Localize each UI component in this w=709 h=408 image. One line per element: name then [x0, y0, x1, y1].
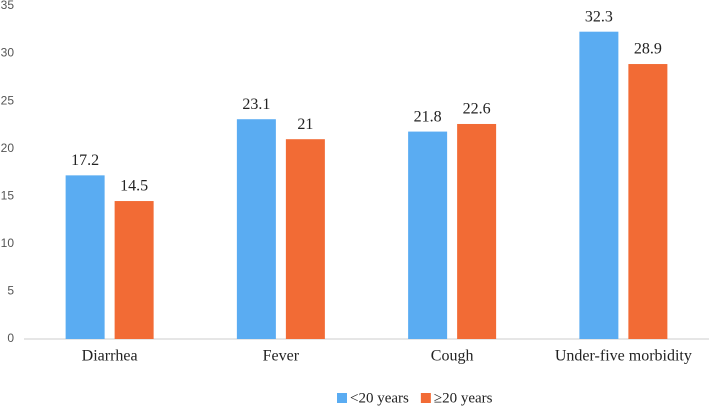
- bar: [628, 64, 668, 339]
- x-tick-label: Under-five morbidity: [555, 348, 692, 365]
- x-tick-label: Cough: [431, 348, 474, 365]
- y-tick-label: 30: [1, 46, 15, 60]
- bar: [579, 31, 619, 340]
- bar: [285, 139, 325, 339]
- y-tick-label: 35: [1, 0, 15, 12]
- data-label: 14.5: [120, 178, 148, 195]
- legend-label: <20 years: [350, 390, 409, 406]
- y-tick-label: 20: [1, 141, 15, 155]
- legend-swatch: [420, 393, 431, 403]
- bar: [114, 201, 154, 339]
- x-tick-label: Fever: [263, 348, 300, 365]
- y-tick-label: 15: [1, 188, 15, 202]
- bar: [65, 175, 105, 339]
- legend-label: ≥20 years: [434, 390, 493, 406]
- data-label: 23.1: [242, 96, 270, 113]
- bar: [408, 131, 448, 339]
- y-tick-label: 10: [1, 236, 15, 250]
- y-tick-label: 0: [7, 331, 14, 345]
- legend-swatch: [337, 393, 347, 403]
- data-label: 21.8: [414, 108, 442, 125]
- data-label: 28.9: [634, 41, 662, 58]
- y-tick-label: 25: [1, 93, 15, 107]
- x-tick-label: Diarrhea: [82, 348, 138, 365]
- data-label: 17.2: [71, 152, 99, 169]
- y-tick-label: 5: [7, 284, 14, 298]
- data-label: 32.3: [585, 8, 613, 25]
- bar: [236, 119, 276, 339]
- bar: [457, 123, 497, 339]
- data-label: 21: [297, 116, 313, 133]
- data-label: 22.6: [463, 101, 491, 118]
